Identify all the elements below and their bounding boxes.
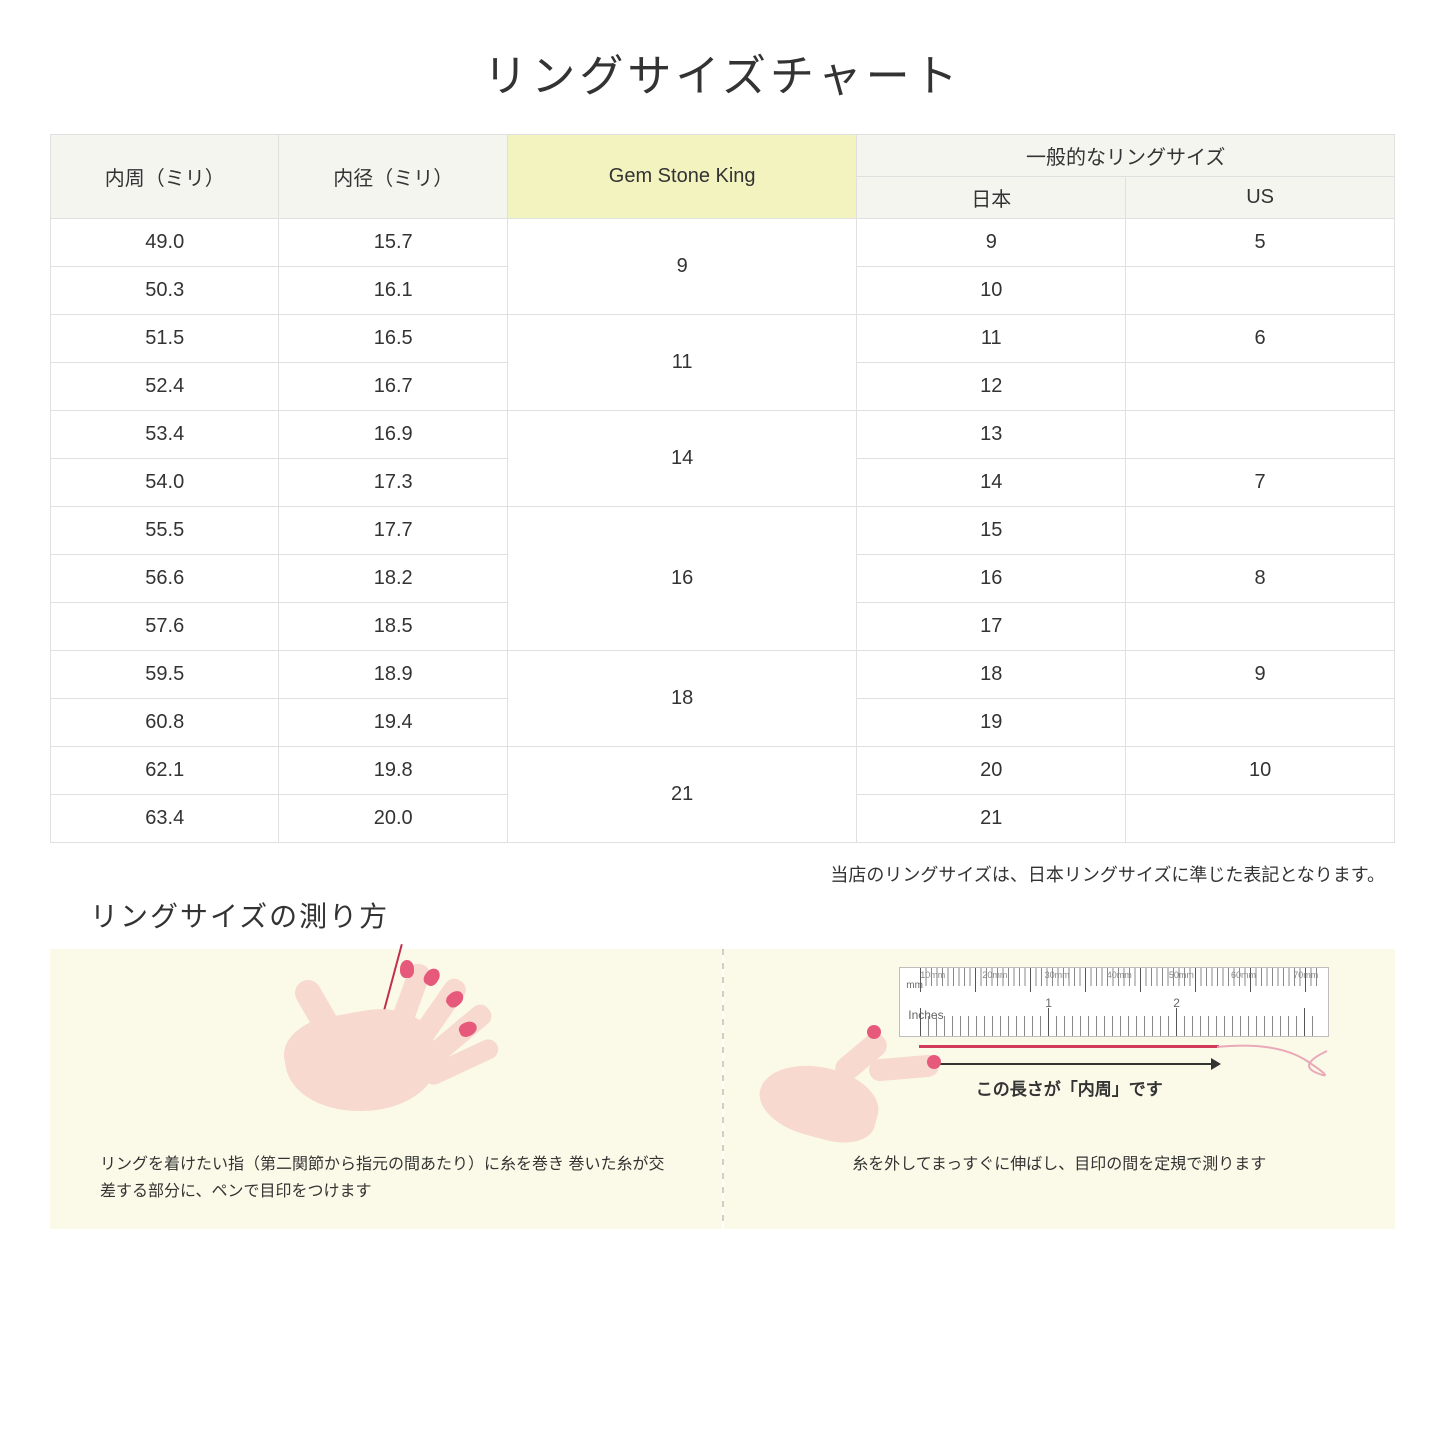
ruler-inch-1: 1 [1045, 996, 1052, 1010]
ruler-inch-2: 2 [1173, 996, 1180, 1010]
cell-us-size: 6 [1126, 315, 1395, 363]
page-title: リングサイズチャート [50, 40, 1395, 104]
ruler-mm-label: 60mm [1231, 970, 1256, 996]
cell-us-size [1126, 507, 1395, 555]
cell-diameter: 18.9 [279, 651, 507, 699]
cell-us-size: 9 [1126, 651, 1395, 699]
ruler-icon: 10mm20mm30mm40mm50mm60mm70mm mm Inches 1… [899, 967, 1329, 1037]
table-row: 59.518.918189 [51, 651, 1395, 699]
cell-japan-size: 13 [857, 411, 1126, 459]
instruction-text-1: リングを着けたい指（第二関節から指元の間あたり）に糸を巻き 巻いた糸が交差する部… [80, 1151, 692, 1205]
thread-curl [1217, 1031, 1347, 1091]
cell-diameter: 20.0 [279, 795, 507, 843]
cell-gsk-size: 21 [507, 747, 856, 843]
ruler-mm-label: 40mm [1107, 970, 1132, 996]
cell-circumference: 57.6 [51, 603, 279, 651]
th-general: 一般的なリングサイズ [857, 135, 1395, 177]
table-row: 53.416.91413 [51, 411, 1395, 459]
table-row: 51.516.511116 [51, 315, 1395, 363]
ring-size-table: 内周（ミリ） 内径（ミリ） Gem Stone King 一般的なリングサイズ … [50, 134, 1395, 843]
instructions-row: リングを着けたい指（第二関節から指元の間あたり）に糸を巻き 巻いた糸が交差する部… [50, 949, 1395, 1229]
ruler-mm-label: 50mm [1169, 970, 1194, 996]
cell-diameter: 19.8 [279, 747, 507, 795]
cell-circumference: 56.6 [51, 555, 279, 603]
cell-diameter: 18.2 [279, 555, 507, 603]
instruction-panel-2: 10mm20mm30mm40mm50mm60mm70mm mm Inches 1… [724, 949, 1396, 1229]
th-us: US [1126, 177, 1395, 219]
ruler-mm-label: 70mm [1293, 970, 1318, 996]
cell-japan-size: 11 [857, 315, 1126, 363]
cell-gsk-size: 9 [507, 219, 856, 315]
ruler-mm-unit: mm [906, 980, 923, 991]
cell-us-size [1126, 363, 1395, 411]
cell-circumference: 55.5 [51, 507, 279, 555]
cell-us-size [1126, 795, 1395, 843]
cell-diameter: 16.5 [279, 315, 507, 363]
cell-diameter: 16.1 [279, 267, 507, 315]
cell-gsk-size: 11 [507, 315, 856, 411]
table-row: 55.517.71615 [51, 507, 1395, 555]
cell-gsk-size: 18 [507, 651, 856, 747]
table-row: 49.015.7995 [51, 219, 1395, 267]
cell-japan-size: 19 [857, 699, 1126, 747]
cell-circumference: 63.4 [51, 795, 279, 843]
cell-circumference: 53.4 [51, 411, 279, 459]
cell-japan-size: 18 [857, 651, 1126, 699]
cell-diameter: 18.5 [279, 603, 507, 651]
cell-circumference: 62.1 [51, 747, 279, 795]
cell-diameter: 19.4 [279, 699, 507, 747]
cell-us-size [1126, 411, 1395, 459]
cell-gsk-size: 16 [507, 507, 856, 651]
cell-diameter: 16.7 [279, 363, 507, 411]
cell-japan-size: 12 [857, 363, 1126, 411]
cell-us-size: 10 [1126, 747, 1395, 795]
th-japan: 日本 [857, 177, 1126, 219]
cell-diameter: 17.3 [279, 459, 507, 507]
th-diameter: 内径（ミリ） [279, 135, 507, 219]
cell-japan-size: 9 [857, 219, 1126, 267]
table-note: 当店のリングサイズは、日本リングサイズに準じた表記となります。 [50, 861, 1385, 887]
th-circumference: 内周（ミリ） [51, 135, 279, 219]
cell-us-size: 8 [1126, 555, 1395, 603]
cell-japan-size: 10 [857, 267, 1126, 315]
thread-segment [919, 1045, 1219, 1048]
ruler-mm-label: 30mm [1045, 970, 1070, 996]
cell-circumference: 60.8 [51, 699, 279, 747]
cell-us-size [1126, 603, 1395, 651]
cell-us-size: 5 [1126, 219, 1395, 267]
measurement-arrow [919, 1063, 1219, 1065]
cell-circumference: 59.5 [51, 651, 279, 699]
cell-japan-size: 15 [857, 507, 1126, 555]
cell-circumference: 49.0 [51, 219, 279, 267]
cell-circumference: 50.3 [51, 267, 279, 315]
th-gsk: Gem Stone King [507, 135, 856, 219]
cell-japan-size: 21 [857, 795, 1126, 843]
cell-japan-size: 17 [857, 603, 1126, 651]
cell-circumference: 52.4 [51, 363, 279, 411]
instruction-text-2: 糸を外してまっすぐに伸ばし、目印の間を定規で測ります [754, 1151, 1366, 1178]
cell-diameter: 15.7 [279, 219, 507, 267]
cell-diameter: 16.9 [279, 411, 507, 459]
hand-with-thread-illustration [80, 967, 692, 1137]
cell-us-size: 7 [1126, 459, 1395, 507]
cell-circumference: 51.5 [51, 315, 279, 363]
measurement-arrow-label: この長さが「内周」です [919, 1075, 1219, 1100]
instruction-panel-1: リングを着けたい指（第二関節から指元の間あたり）に糸を巻き 巻いた糸が交差する部… [50, 949, 722, 1229]
ruler-illustration: 10mm20mm30mm40mm50mm60mm70mm mm Inches 1… [754, 967, 1366, 1137]
cell-circumference: 54.0 [51, 459, 279, 507]
ruler-mm-label: 10mm [920, 970, 945, 996]
hand-holding-thread-illustration [759, 1027, 939, 1147]
cell-gsk-size: 14 [507, 411, 856, 507]
cell-japan-size: 16 [857, 555, 1126, 603]
cell-japan-size: 14 [857, 459, 1126, 507]
table-row: 62.119.8212010 [51, 747, 1395, 795]
ruler-mm-label: 20mm [982, 970, 1007, 996]
cell-japan-size: 20 [857, 747, 1126, 795]
how-to-measure-title: リングサイズの測り方 [90, 895, 1395, 935]
cell-diameter: 17.7 [279, 507, 507, 555]
cell-us-size [1126, 699, 1395, 747]
cell-us-size [1126, 267, 1395, 315]
